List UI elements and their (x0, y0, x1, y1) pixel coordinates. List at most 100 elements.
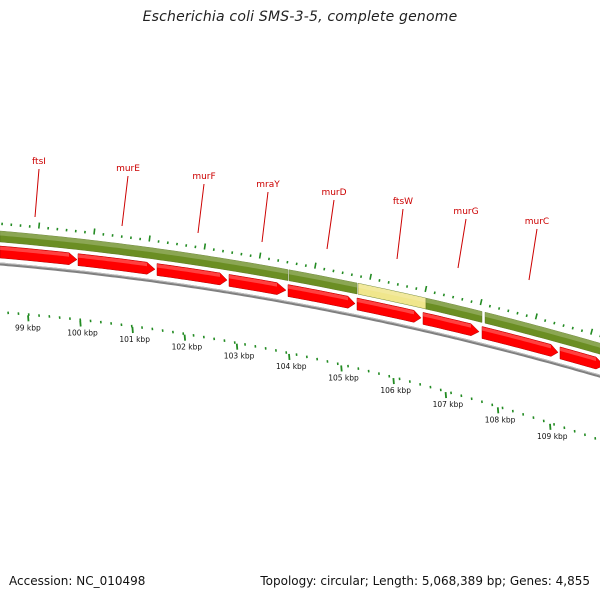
outer-tick (488, 304, 491, 308)
scale-major-tick (392, 378, 395, 385)
scale-major-tick (131, 326, 134, 334)
scale-label: 108 kbp (485, 415, 516, 424)
gene-leader-line (528, 228, 538, 281)
scale-major-tick (444, 392, 447, 399)
outer-tick (93, 228, 96, 235)
gene-track-segment (0, 230, 289, 281)
gene-label: murC (525, 217, 549, 227)
outer-tick (350, 273, 353, 277)
gene-track-segment (288, 269, 358, 295)
gene-label: murF (192, 172, 215, 182)
genome-title: Escherichia coli SMS-3-5, complete genom… (142, 9, 458, 25)
outer-tick (553, 321, 556, 325)
outer-tick (516, 311, 519, 315)
outer-tick (304, 264, 307, 268)
outer-tick (470, 300, 473, 303)
outer-tick (369, 273, 372, 280)
gene-label: ftsI (32, 157, 46, 167)
cds-arrow (156, 263, 228, 286)
outer-tick (148, 235, 151, 242)
outer-tick-marks (1, 222, 600, 338)
outer-tick (378, 279, 381, 282)
scale-major-tick (235, 343, 239, 350)
gene-leader-line (34, 168, 40, 218)
outer-tick (590, 328, 594, 335)
gene-leader-line (396, 208, 404, 260)
gene-track-sheen (289, 269, 357, 288)
outer-tick (406, 285, 409, 288)
gene-leader-line (121, 175, 129, 227)
gene-track-sheen (358, 283, 426, 303)
outer-tick (534, 313, 538, 320)
outer-tick (323, 267, 326, 271)
outer-tick (387, 281, 390, 284)
outer-tick (341, 271, 344, 275)
gene-track-sheen (426, 298, 482, 316)
outer-tick (415, 287, 418, 290)
outer-tick (571, 326, 574, 330)
outer-tick (479, 299, 483, 306)
outer-tick (396, 283, 399, 286)
genome-summary: Topology: circular; Length: 5,068,389 bp… (260, 574, 590, 588)
cds-track (0, 245, 600, 370)
cds-arrow (228, 274, 287, 295)
cds-arrow-sheen (0, 246, 69, 257)
scale-major-tick (183, 334, 186, 341)
cds-arrow-sheen (157, 264, 220, 277)
scale-major-tick (496, 407, 500, 414)
outer-tick (544, 319, 547, 323)
cds-arrow (77, 253, 156, 275)
scale-major-tick (79, 320, 82, 327)
genome-backbone (0, 262, 600, 378)
scale-label: 106 kbp (380, 386, 411, 395)
outer-tick (314, 262, 317, 269)
outer-tick (562, 324, 565, 328)
gene-label: murE (116, 164, 140, 174)
backbone-highlight (0, 262, 600, 376)
outer-tick (452, 295, 455, 299)
gene-leader-line (197, 183, 205, 234)
gene-label: mraY (256, 180, 280, 190)
scale-major-tick (288, 353, 291, 360)
cds-arrow (356, 297, 422, 323)
cds-arrow-sheen (357, 298, 414, 315)
cds-arrow (287, 284, 356, 309)
gene-leader-line (457, 218, 467, 269)
cds-arrow (0, 245, 78, 265)
outer-tick (38, 222, 41, 229)
scale-label: 100 kbp (67, 329, 98, 338)
gene-leader-line (261, 191, 269, 243)
scale-ticks: 99 kbp 100 kbp 101 kbp 102 kbp 103 kbp 104 kb… (7, 311, 597, 441)
gene-track (0, 230, 600, 355)
outer-tick (525, 314, 528, 318)
accession-text: Accession: NC_010498 (9, 574, 146, 588)
scale-label: 103 kbp (224, 352, 255, 361)
cds-arrow-sheen (423, 312, 471, 328)
outer-tick (507, 309, 510, 313)
gene-track-sheen (0, 231, 288, 275)
scale-label: 107 kbp (433, 400, 464, 409)
outer-tick (360, 275, 363, 278)
scale-label: 105 kbp (328, 373, 359, 382)
gene-label: ftsW (393, 197, 413, 207)
scale-major-tick (340, 365, 343, 372)
cds-arrow (559, 346, 600, 370)
cds-arrow-sheen (482, 327, 551, 349)
scale-major-tick (27, 315, 30, 322)
outer-tick (203, 243, 207, 250)
outer-tick (442, 293, 445, 297)
outer-tick (424, 285, 428, 293)
scale-label: 101 kbp (119, 335, 150, 344)
outer-tick (332, 269, 335, 273)
gene-labels: ftsI murE murF mraY murD ftsW murG murC (32, 157, 549, 281)
gene-track-segment (425, 297, 483, 323)
outer-tick (461, 297, 464, 301)
gene-track-sheen (485, 312, 600, 348)
cds-arrow (481, 326, 559, 357)
outer-tick (295, 262, 298, 266)
outer-tick (580, 329, 584, 333)
outer-tick (498, 307, 501, 310)
scale-label: 99 kbp (15, 323, 41, 332)
scale-label: 104 kbp (276, 362, 307, 371)
backbone-line (0, 262, 600, 378)
